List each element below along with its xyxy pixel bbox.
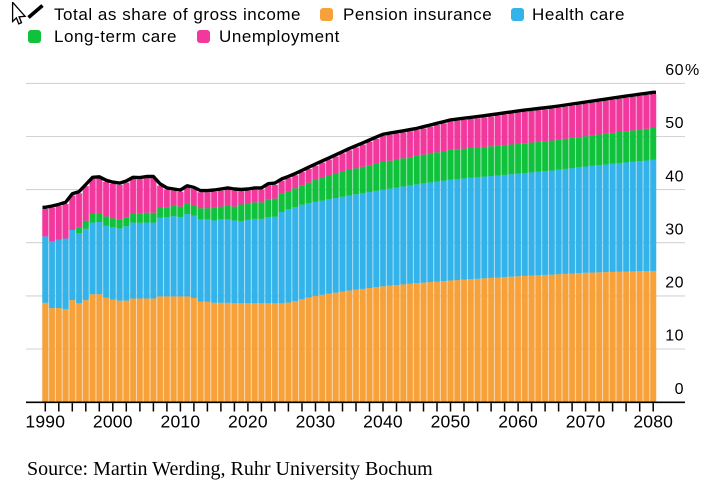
svg-text:40: 40 xyxy=(665,168,684,185)
svg-text:2070: 2070 xyxy=(566,411,606,431)
svg-text:10: 10 xyxy=(665,328,684,345)
svg-text:2020: 2020 xyxy=(228,411,268,431)
svg-text:0: 0 xyxy=(675,381,684,398)
svg-text:2030: 2030 xyxy=(296,411,336,431)
svg-text:2080: 2080 xyxy=(633,411,673,431)
svg-text:%: % xyxy=(685,62,699,79)
svg-text:2050: 2050 xyxy=(431,411,471,431)
svg-text:2000: 2000 xyxy=(93,411,133,431)
svg-text:20: 20 xyxy=(665,275,684,292)
svg-text:50: 50 xyxy=(665,115,684,132)
svg-text:2010: 2010 xyxy=(161,411,201,431)
svg-text:30: 30 xyxy=(665,221,684,238)
svg-text:1990: 1990 xyxy=(25,411,65,431)
svg-text:2040: 2040 xyxy=(363,411,403,431)
svg-text:2060: 2060 xyxy=(498,411,538,431)
svg-text:60: 60 xyxy=(665,62,684,79)
